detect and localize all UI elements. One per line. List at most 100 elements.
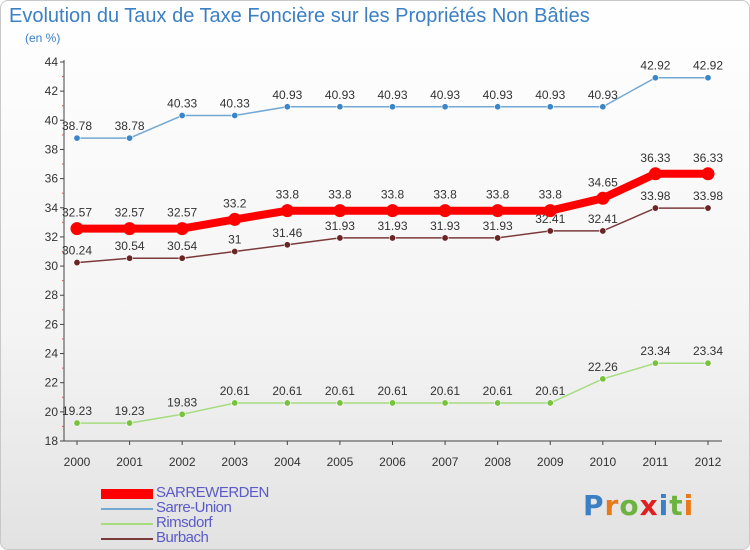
data-label-sarre-union: 40.93 (377, 88, 407, 102)
data-point-burbach (704, 204, 712, 212)
data-point-rimsdorf (178, 410, 186, 418)
x-tick-label: 2001 (116, 455, 143, 469)
x-tick-label: 2008 (484, 455, 511, 469)
data-point-sarre-union (441, 103, 449, 111)
data-label-sarrewerden: 33.8 (486, 188, 510, 202)
legend-item-sarre-union: Sarre-Union (101, 499, 341, 516)
data-point-sarre-union (704, 74, 712, 82)
data-point-rimsdorf (651, 359, 659, 367)
data-label-burbach: 31.93 (325, 219, 355, 233)
data-label-rimsdorf: 20.61 (483, 384, 513, 398)
data-label-rimsdorf: 19.23 (115, 404, 145, 418)
data-label-burbach: 32.41 (588, 212, 618, 226)
data-label-sarrewerden: 34.65 (588, 175, 618, 189)
data-label-sarre-union: 38.78 (115, 119, 145, 133)
y-tick-label: 20 (45, 405, 59, 419)
data-point-rimsdorf (599, 375, 607, 383)
data-label-sarrewerden: 32.57 (115, 206, 145, 220)
data-label-sarrewerden: 33.8 (381, 188, 405, 202)
logo-letter: r (604, 489, 620, 522)
legend-item-rimsdorf: Rimsdorf (101, 514, 341, 531)
data-point-sarre-union (73, 134, 81, 142)
legend-swatch-sarre-union (101, 508, 153, 510)
data-point-rimsdorf (283, 399, 291, 407)
data-point-burbach (599, 227, 607, 235)
data-label-rimsdorf: 22.26 (588, 360, 618, 374)
data-point-rimsdorf (546, 399, 554, 407)
data-point-burbach (126, 254, 134, 262)
data-point-sarrewerden (386, 204, 399, 218)
data-label-sarrewerden: 36.33 (640, 151, 670, 165)
data-point-sarrewerden (123, 222, 137, 236)
data-point-rimsdorf (704, 359, 712, 367)
chart-title: Evolution du Taux de Taxe Foncière sur l… (9, 5, 590, 27)
data-label-sarrewerden: 33.8 (433, 188, 457, 202)
data-point-sarre-union (231, 111, 239, 119)
x-tick-label: 2010 (589, 455, 616, 469)
x-tick-label: 2011 (643, 455, 669, 469)
data-label-burbach: 30.24 (62, 244, 92, 258)
logo-letter: i (658, 489, 670, 522)
data-label-rimsdorf: 20.61 (325, 384, 355, 398)
data-point-sarre-union (126, 134, 134, 142)
y-tick-label: 32 (45, 230, 59, 244)
data-label-sarre-union: 40.33 (167, 96, 197, 110)
y-tick-label: 34 (45, 201, 59, 215)
legend-swatch-sarrewerden (101, 489, 153, 499)
logo-letter: t (669, 489, 684, 522)
data-label-sarrewerden: 33.8 (328, 188, 352, 202)
data-label-burbach: 30.54 (115, 239, 145, 253)
data-label-sarrewerden: 32.57 (62, 206, 92, 220)
data-point-sarrewerden (596, 191, 610, 205)
proxiti-logo: Proxiti (583, 489, 694, 522)
data-point-sarrewerden (543, 204, 557, 218)
data-label-rimsdorf: 20.61 (272, 384, 302, 398)
x-tick-label: 2005 (327, 455, 354, 469)
data-label-sarre-union: 42.92 (693, 59, 723, 73)
data-label-burbach: 31.93 (377, 219, 407, 233)
data-label-sarre-union: 38.78 (62, 119, 92, 133)
data-label-rimsdorf: 20.61 (535, 384, 565, 398)
data-label-sarre-union: 42.92 (640, 59, 670, 73)
data-point-sarrewerden (70, 222, 84, 236)
data-point-sarre-union (599, 103, 607, 111)
data-label-sarre-union: 40.93 (272, 88, 302, 102)
data-label-burbach: 31.46 (272, 226, 302, 240)
data-label-rimsdorf: 19.23 (62, 404, 92, 418)
data-label-rimsdorf: 20.61 (430, 384, 460, 398)
data-label-sarre-union: 40.93 (588, 88, 618, 102)
y-axis-unit: (en %) (25, 31, 61, 45)
y-tick-label: 30 (45, 259, 59, 273)
y-tick-label: 24 (45, 347, 59, 361)
legend-item-burbach: Burbach (101, 529, 341, 546)
data-label-sarre-union: 40.93 (325, 88, 355, 102)
logo-letter: P (583, 489, 605, 522)
data-point-burbach (441, 234, 449, 242)
y-tick-label: 28 (45, 288, 59, 302)
data-label-sarre-union: 40.93 (483, 88, 513, 102)
data-point-burbach (494, 234, 502, 242)
data-point-sarre-union (651, 74, 659, 82)
data-point-burbach (651, 204, 659, 212)
logo-letter: o (619, 489, 640, 522)
x-tick-label: 2007 (432, 455, 459, 469)
data-label-burbach: 33.98 (693, 189, 723, 203)
x-tick-label: 2009 (537, 455, 564, 469)
x-tick-label: 2012 (695, 455, 722, 469)
data-point-rimsdorf (73, 419, 81, 427)
y-tick-label: 22 (45, 376, 59, 390)
data-label-rimsdorf: 20.61 (220, 384, 250, 398)
data-label-sarrewerden: 33.2 (223, 196, 247, 210)
legend-item-sarrewerden: SARREWERDEN (101, 484, 341, 501)
data-label-burbach: 31.93 (430, 219, 460, 233)
x-tick-label: 2006 (379, 455, 406, 469)
y-tick-label: 26 (45, 317, 59, 331)
data-point-sarre-union (546, 103, 554, 111)
data-point-sarre-union (283, 103, 291, 111)
data-label-rimsdorf: 20.61 (377, 384, 407, 398)
data-label-burbach: 32.41 (535, 212, 565, 226)
legend-label-rimsdorf: Rimsdorf (156, 514, 213, 531)
data-point-rimsdorf (441, 399, 449, 407)
